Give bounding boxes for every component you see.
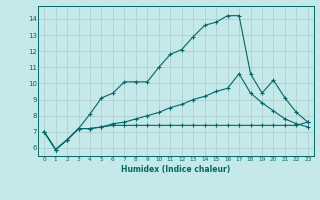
X-axis label: Humidex (Indice chaleur): Humidex (Indice chaleur) (121, 165, 231, 174)
